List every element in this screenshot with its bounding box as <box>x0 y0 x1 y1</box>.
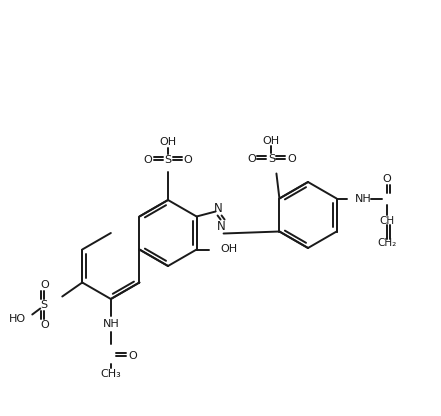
Text: O: O <box>247 154 256 163</box>
Text: OH: OH <box>220 245 238 255</box>
Text: O: O <box>382 173 391 183</box>
Text: O: O <box>40 280 49 290</box>
Text: O: O <box>287 154 296 163</box>
Text: N: N <box>217 220 226 233</box>
Text: NH: NH <box>102 319 119 329</box>
Text: O: O <box>183 155 192 165</box>
Text: HO: HO <box>9 314 26 324</box>
Text: NH: NH <box>355 193 371 203</box>
Text: O: O <box>144 155 153 165</box>
Text: CH₂: CH₂ <box>377 238 396 248</box>
Text: CH₃: CH₃ <box>101 369 121 379</box>
Text: CH: CH <box>379 215 394 225</box>
Text: S: S <box>268 154 275 163</box>
Text: S: S <box>41 300 48 310</box>
Text: OH: OH <box>263 136 280 146</box>
Text: N: N <box>214 202 223 215</box>
Text: O: O <box>40 319 49 329</box>
Text: S: S <box>164 155 172 165</box>
Text: OH: OH <box>160 137 176 147</box>
Text: O: O <box>128 351 137 361</box>
